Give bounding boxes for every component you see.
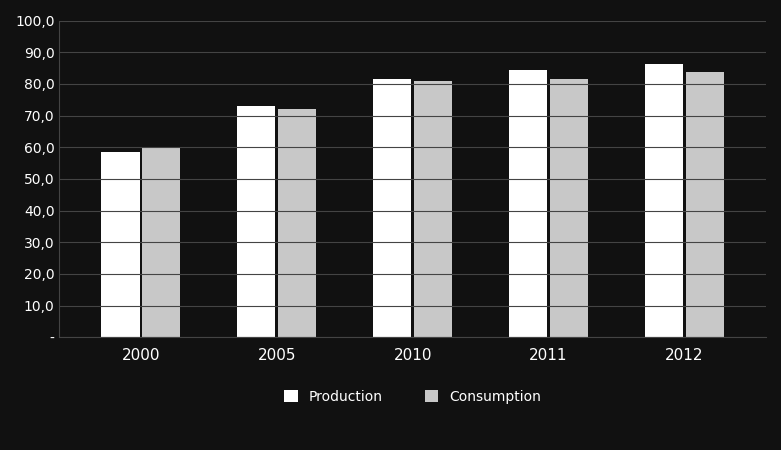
Bar <box>237 106 276 338</box>
Bar <box>686 72 724 338</box>
Bar <box>509 70 547 338</box>
Bar <box>102 152 140 338</box>
Bar <box>645 64 683 337</box>
Bar <box>550 79 588 338</box>
Bar <box>414 81 452 338</box>
Bar <box>142 147 180 338</box>
Bar <box>278 109 316 338</box>
Bar <box>373 79 412 338</box>
Legend: Production, Consumption: Production, Consumption <box>278 384 547 410</box>
